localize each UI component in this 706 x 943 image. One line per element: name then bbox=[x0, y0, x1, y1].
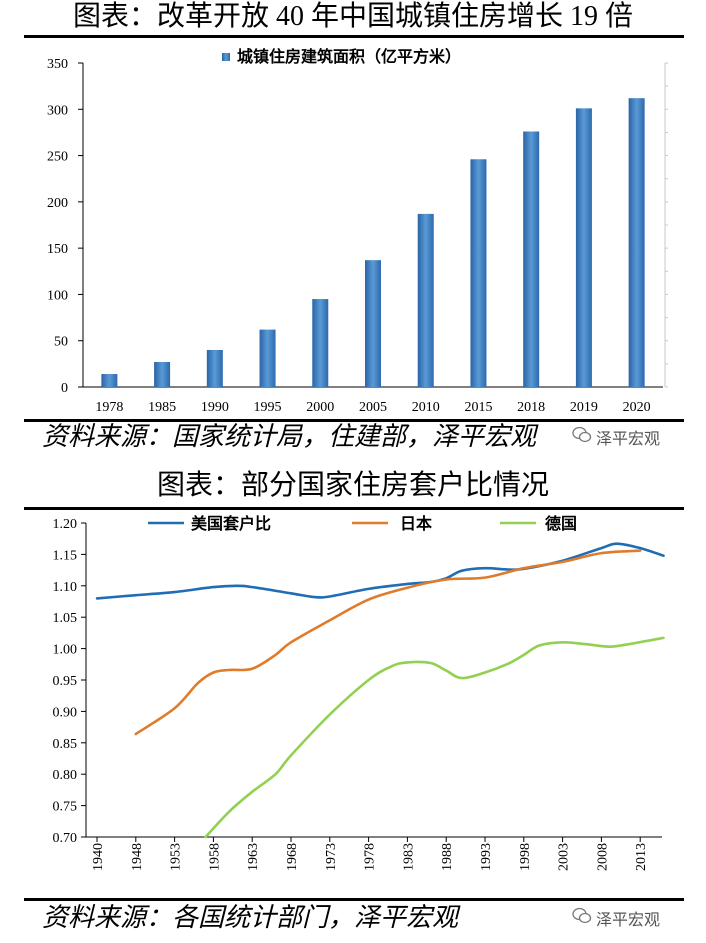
legend-label: 日本 bbox=[400, 514, 432, 533]
y-tick-label: 0.70 bbox=[53, 831, 78, 846]
bar-2015 bbox=[470, 159, 487, 387]
x-tick-label: 1940 bbox=[91, 843, 106, 871]
x-tick-label: 1990 bbox=[201, 400, 229, 415]
figure-2-bottom-divider bbox=[24, 898, 684, 901]
x-tick-label: 1985 bbox=[148, 400, 176, 415]
y-tick-label: 1.00 bbox=[53, 643, 78, 658]
x-tick-label: 2019 bbox=[570, 400, 598, 415]
x-tick-label: 2015 bbox=[464, 400, 492, 415]
y-tick-label: 0.95 bbox=[53, 674, 78, 689]
x-tick-label: 2005 bbox=[359, 400, 387, 415]
bar-2018 bbox=[523, 131, 540, 387]
bar-1978 bbox=[101, 374, 118, 387]
x-tick-label: 2003 bbox=[557, 843, 572, 871]
x-tick-label: 1978 bbox=[95, 400, 123, 415]
figure-2-watermark: 泽平宏观 bbox=[572, 907, 660, 929]
figure-1-watermark: 泽平宏观 bbox=[572, 426, 660, 448]
bar-1985 bbox=[154, 362, 171, 387]
watermark-label: 泽平宏观 bbox=[596, 912, 661, 929]
y-tick-label: 150 bbox=[47, 242, 68, 257]
x-tick-label: 2013 bbox=[634, 843, 649, 871]
x-tick-label: 1998 bbox=[518, 843, 533, 871]
figure-2-title: 图表：部分国家住房套户比情况 bbox=[156, 470, 549, 501]
figure-1-source-note: 资料来源：国家统计局，住建部，泽平宏观 bbox=[42, 422, 537, 451]
series-line-germany bbox=[204, 636, 665, 839]
x-tick-label: 2008 bbox=[595, 843, 610, 871]
x-tick-label: 2010 bbox=[412, 400, 440, 415]
y-tick-label: 1.10 bbox=[53, 580, 78, 595]
y-tick-label: 300 bbox=[47, 103, 68, 118]
y-tick-label: 0 bbox=[61, 381, 68, 396]
bar-2000 bbox=[312, 299, 329, 387]
bar-2020 bbox=[628, 98, 645, 388]
figure-1-title: 图表：改革开放 40 年中国城镇住房增长 19 倍 bbox=[72, 1, 633, 32]
y-tick-label: 100 bbox=[47, 288, 68, 303]
wechat-icon bbox=[572, 907, 592, 930]
y-tick-label: 200 bbox=[47, 196, 68, 211]
y-tick-label: 0.90 bbox=[53, 705, 78, 720]
y-tick-label: 0.75 bbox=[53, 800, 78, 815]
y-tick-label: 50 bbox=[54, 335, 68, 350]
bar-1990 bbox=[206, 349, 223, 387]
x-tick-label: 1948 bbox=[130, 843, 145, 871]
line-chart: 0.70 0.75 0.80 0.85 0.90 0.95 1.00 1.05 1.10 1.15… bbox=[53, 514, 665, 871]
x-tick-label: 1983 bbox=[401, 843, 416, 871]
series-line-japan bbox=[134, 549, 642, 736]
legend-label: 城镇住房建筑面积（亿平方米） bbox=[237, 47, 461, 66]
x-tick-label: 1953 bbox=[169, 843, 184, 871]
y-tick-label: 1.15 bbox=[53, 548, 78, 563]
legend-label: 德国 bbox=[545, 514, 577, 533]
x-tick-label: 1973 bbox=[324, 843, 339, 871]
bar-2019 bbox=[575, 108, 592, 388]
figure-1-bottom-divider bbox=[24, 419, 684, 422]
legend-label: 美国套户比 bbox=[191, 514, 271, 533]
bar-2010 bbox=[417, 213, 434, 387]
x-tick-label: 1978 bbox=[363, 843, 378, 871]
x-tick-label: 1995 bbox=[254, 400, 282, 415]
watermark-label: 泽平宏观 bbox=[596, 431, 661, 448]
x-tick-label: 2000 bbox=[306, 400, 334, 415]
x-tick-label: 1988 bbox=[440, 843, 455, 871]
y-tick-label: 0.85 bbox=[53, 737, 78, 752]
bar-1995 bbox=[259, 329, 276, 387]
x-tick-label: 2020 bbox=[623, 400, 651, 415]
series-line-usa bbox=[95, 542, 665, 600]
x-tick-label: 1958 bbox=[207, 843, 222, 871]
x-tick-label: 1963 bbox=[246, 843, 261, 871]
figure-2-top-divider bbox=[24, 507, 684, 510]
x-tick-label: 1993 bbox=[479, 843, 494, 871]
y-tick-label: 350 bbox=[47, 57, 68, 72]
legend-swatch bbox=[222, 53, 230, 61]
bar-2005 bbox=[365, 260, 381, 387]
y-tick-label: 0.80 bbox=[53, 768, 78, 783]
y-tick-label: 250 bbox=[47, 150, 68, 165]
y-tick-label: 1.05 bbox=[53, 611, 78, 626]
x-tick-label: 1968 bbox=[285, 843, 300, 871]
y-tick-label: 1.20 bbox=[53, 517, 78, 532]
x-tick-label: 2018 bbox=[517, 400, 545, 415]
wechat-icon bbox=[572, 426, 592, 449]
figure-2-source-note: 资料来源：各国统计部门，泽平宏观 bbox=[42, 903, 459, 932]
figure-1-top-divider bbox=[24, 35, 684, 38]
bar-chart: 0 50 100 150 200 250 300 350 1978 1985 1990 1995 200… bbox=[47, 47, 668, 415]
